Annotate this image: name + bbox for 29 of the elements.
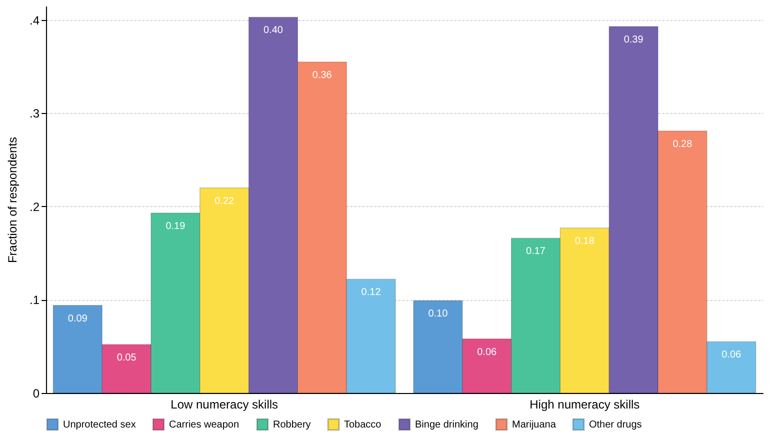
y-tick-label: .4 — [29, 13, 40, 28]
data-label: 0.09 — [68, 313, 88, 324]
data-label: 0.05 — [116, 352, 137, 364]
data-label: 0.28 — [672, 138, 693, 150]
data-label: 0.12 — [361, 287, 382, 298]
data-label: 0.06 — [722, 350, 742, 361]
y-axis-title: Fraction of respondents — [5, 136, 20, 264]
y-tick-label: .1 — [29, 293, 40, 308]
data-label: 0.40 — [264, 25, 284, 36]
x-tick-label: High numeracy skills — [530, 398, 640, 412]
legend-label: Marijuana — [512, 420, 556, 431]
data-label: 0.36 — [312, 70, 332, 81]
y-tick-label: .2 — [29, 200, 40, 214]
data-label: 0.18 — [574, 236, 595, 247]
y-tick-label: 0 — [32, 386, 40, 400]
data-label: 0.39 — [624, 34, 644, 46]
legend-label: Carries weapon — [169, 420, 240, 431]
x-tick-label: Low numeracy skills — [170, 398, 278, 412]
data-label: 0.22 — [214, 196, 235, 207]
data-label: 0.06 — [477, 346, 498, 358]
legend-label: Unprotected sex — [63, 420, 136, 431]
data-label: 0.17 — [526, 246, 546, 258]
legend-label: Binge drinking — [415, 420, 478, 431]
data-label: 0.19 — [166, 221, 186, 232]
legend-label: Robbery — [273, 420, 311, 431]
legend-label: Tobacco — [344, 420, 382, 431]
legend-label: Other drugs — [589, 420, 642, 431]
data-label: 0.10 — [428, 308, 448, 320]
y-tick-label: .3 — [29, 106, 40, 121]
